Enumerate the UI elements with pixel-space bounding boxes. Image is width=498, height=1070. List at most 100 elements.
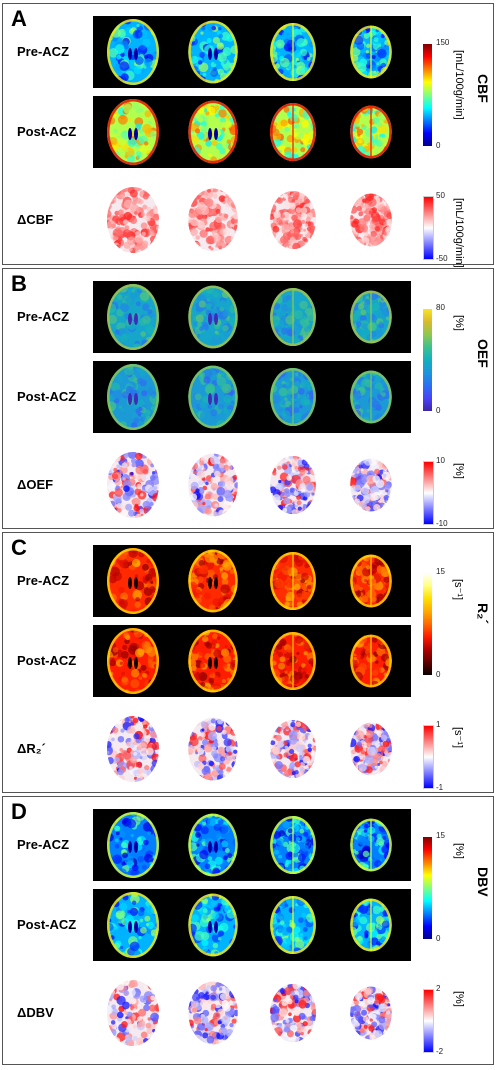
row-label: Post-ACZ	[17, 917, 77, 932]
colorbar	[423, 573, 432, 675]
brain-slice-image	[253, 361, 333, 433]
brain-slice-image	[93, 184, 173, 256]
brain-slice-image	[93, 625, 173, 697]
colorbar-min-label: 0	[436, 670, 441, 679]
brain-slice-image	[93, 809, 173, 881]
delta-colorbar	[423, 989, 434, 1053]
delta-colorbar-unit: [%]	[453, 991, 465, 1007]
brain-slice-image	[173, 889, 253, 961]
delta-colorbar-min-label: -2	[436, 1047, 444, 1056]
colorbar-unit: [%]	[453, 315, 465, 331]
brain-slice-image	[93, 545, 173, 617]
brain-slice-image	[93, 361, 173, 433]
row-label: ΔOEF	[17, 477, 54, 492]
colorbar	[423, 837, 432, 939]
brain-slice-image	[331, 281, 411, 353]
brain-slice-image	[93, 977, 173, 1049]
brain-slice-image	[173, 16, 253, 88]
panel-d: D Pre-ACZ Post-ACZ ΔDBV 15 0 [%] DBV 2 -2 [%]	[2, 796, 494, 1065]
colorbar-min-label: 0	[436, 141, 441, 150]
brain-slice-image	[331, 16, 411, 88]
brain-slice-image	[331, 361, 411, 433]
brain-slice-image	[173, 713, 253, 785]
colorbar-min-label: 0	[436, 934, 441, 943]
colorbar-max-label: 80	[436, 303, 445, 312]
delta-colorbar-max-label: 10	[436, 456, 445, 465]
row-label: Post-ACZ	[17, 124, 77, 139]
brain-slice-image	[253, 96, 333, 168]
parameter-title: OEF	[475, 339, 491, 368]
delta-colorbar-max-label: 50	[436, 191, 445, 200]
delta-colorbar-max-label: 2	[436, 984, 441, 993]
panel-letter: C	[11, 535, 27, 560]
colorbar-unit: [s⁻¹]	[452, 579, 464, 601]
row-label: Pre-ACZ	[17, 44, 70, 59]
brain-slice-image	[93, 96, 173, 168]
brain-slice-image	[93, 889, 173, 961]
colorbar	[423, 44, 432, 146]
brain-slice-image	[93, 16, 173, 88]
brain-slice-image	[331, 977, 411, 1049]
colorbar-max-label: 15	[436, 567, 445, 576]
parameter-title: CBF	[475, 74, 491, 103]
brain-slice-image	[93, 713, 173, 785]
delta-colorbar-min-label: -1	[436, 783, 444, 792]
brain-slice-image	[253, 16, 333, 88]
delta-colorbar-min-label: -50	[436, 254, 448, 263]
brain-slice-image	[331, 713, 411, 785]
brain-slice-image	[253, 625, 333, 697]
colorbar-min-label: 0	[436, 406, 441, 415]
brain-slice-image	[331, 889, 411, 961]
delta-colorbar-min-label: -10	[436, 519, 448, 528]
brain-slice-image	[331, 625, 411, 697]
brain-slice-image	[173, 545, 253, 617]
brain-slice-image	[253, 281, 333, 353]
panel-c: C Pre-ACZ Post-ACZ ΔR₂´ 15 0 [s⁻¹] R₂´ 1 -1 [s⁻¹]	[2, 532, 494, 793]
row-label: Pre-ACZ	[17, 309, 70, 324]
brain-slice-image	[173, 809, 253, 881]
brain-slice-image	[331, 809, 411, 881]
brain-slice-image	[253, 449, 333, 521]
colorbar-unit: [mL/100g/min]	[453, 50, 465, 120]
row-label: Pre-ACZ	[17, 837, 70, 852]
parameter-title: DBV	[475, 867, 491, 897]
brain-slice-image	[173, 977, 253, 1049]
colorbar-max-label: 15	[436, 831, 445, 840]
brain-slice-image	[173, 184, 253, 256]
colorbar-max-label: 150	[436, 38, 450, 47]
brain-slice-image	[253, 977, 333, 1049]
brain-slice-image	[253, 713, 333, 785]
delta-colorbar	[423, 725, 434, 789]
row-label: Pre-ACZ	[17, 573, 70, 588]
row-label: Post-ACZ	[17, 389, 77, 404]
brain-slice-image	[253, 545, 333, 617]
row-label: ΔR₂´	[17, 741, 46, 756]
brain-slice-image	[331, 545, 411, 617]
brain-slice-image	[253, 184, 333, 256]
brain-slice-image	[331, 96, 411, 168]
brain-slice-image	[93, 449, 173, 521]
panel-letter: B	[11, 271, 27, 296]
delta-colorbar-unit: [%]	[453, 463, 465, 479]
colorbar-unit: [%]	[453, 843, 465, 859]
delta-colorbar-unit: [s⁻¹]	[452, 727, 464, 749]
panel-letter: D	[11, 799, 27, 824]
brain-slice-image	[253, 889, 333, 961]
brain-slice-image	[173, 361, 253, 433]
brain-slice-image	[173, 625, 253, 697]
brain-slice-image	[173, 281, 253, 353]
delta-colorbar	[423, 461, 434, 525]
row-label: ΔCBF	[17, 212, 54, 227]
delta-colorbar-unit: [mL/100g/min]	[453, 198, 465, 268]
panel-a: A Pre-ACZ Post-ACZ ΔCBF 150 0 [mL/100g/min] CBF…	[2, 3, 494, 268]
colorbar	[423, 309, 432, 411]
brain-slice-image	[173, 96, 253, 168]
brain-slice-image	[331, 184, 411, 256]
row-label: ΔDBV	[17, 1005, 54, 1020]
delta-colorbar	[423, 196, 434, 260]
brain-slice-image	[253, 809, 333, 881]
delta-colorbar-max-label: 1	[436, 720, 441, 729]
panel-b: B Pre-ACZ Post-ACZ ΔOEF 80 0 [%] OEF 10 -10 [%]	[2, 268, 494, 529]
parameter-title: R₂´	[475, 603, 491, 624]
panel-letter: A	[11, 6, 27, 31]
